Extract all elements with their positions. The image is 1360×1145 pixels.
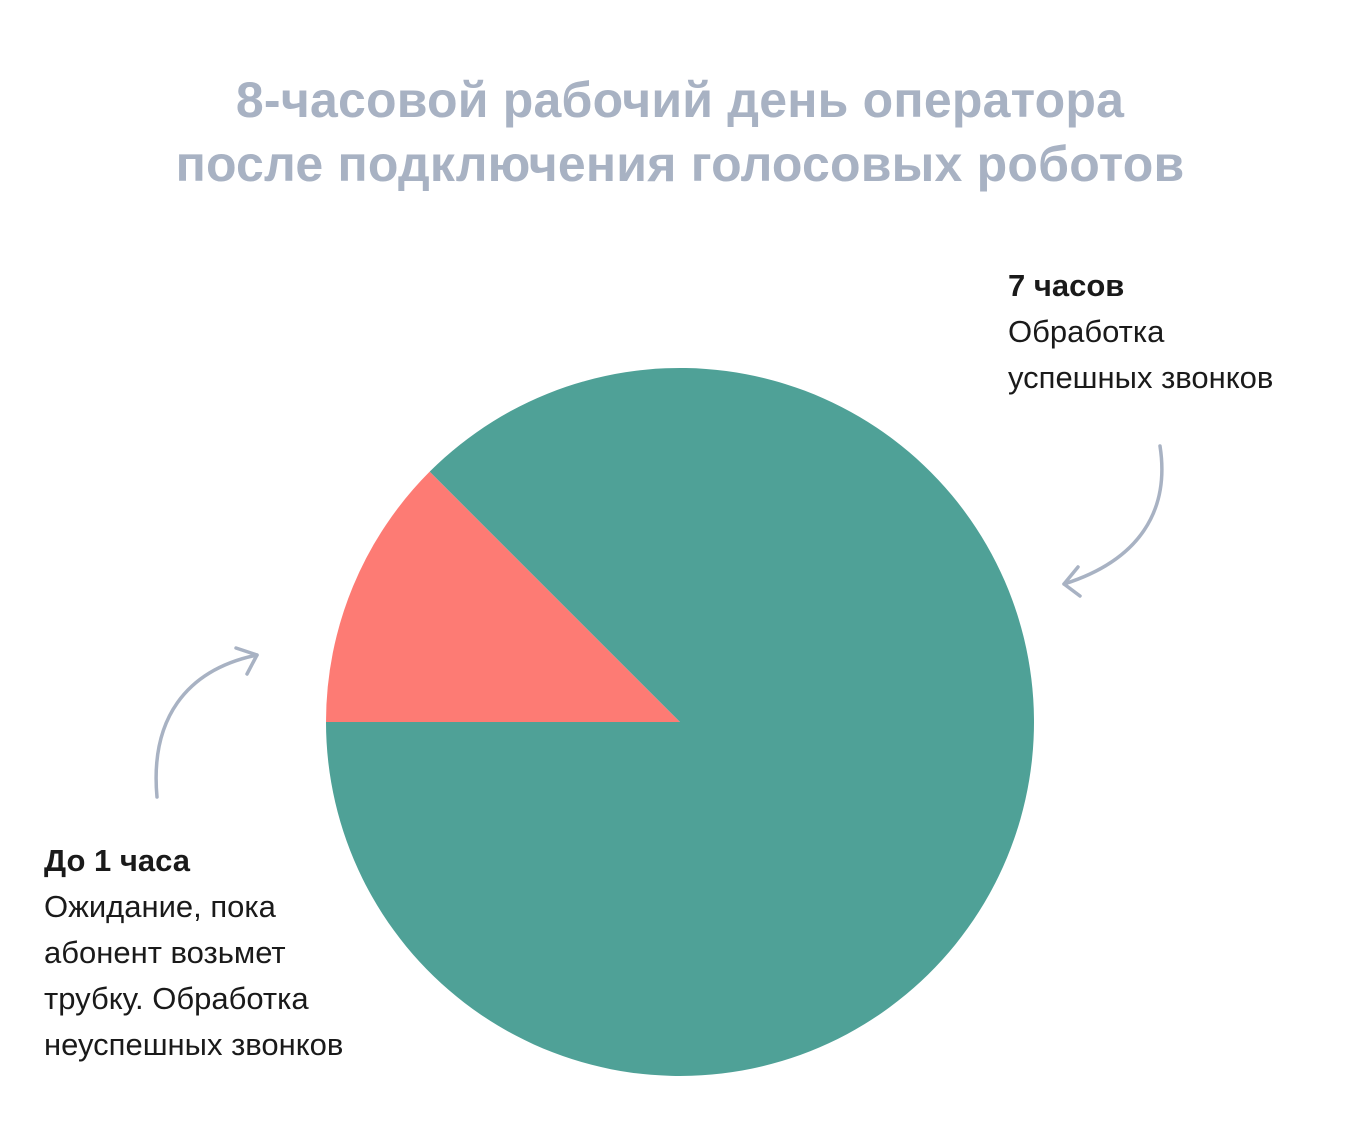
chart-title: 8-часовой рабочий день оператора после п… bbox=[0, 68, 1360, 196]
pie-slices bbox=[325, 367, 1035, 1076]
chart-title-line-1: 8-часовой рабочий день оператора bbox=[235, 72, 1125, 128]
arrow-right-head bbox=[1062, 565, 1082, 598]
arrow-right bbox=[1062, 444, 1164, 598]
annotation-success-line-1: Обработка bbox=[1008, 314, 1165, 349]
arrow-right-curve bbox=[1062, 444, 1164, 586]
arrow-left-curve bbox=[154, 653, 259, 799]
annotation-fail: До 1 часа Ожидание, пока абонент возьмет… bbox=[44, 838, 343, 1068]
annotation-success-line-2: успешных звонков bbox=[1008, 360, 1274, 395]
annotation-success-head: 7 часов bbox=[1008, 268, 1125, 303]
pie-slice-success bbox=[326, 367, 1035, 1076]
annotation-fail-line-4: неуспешных звонков bbox=[44, 1027, 344, 1062]
annotation-fail-head: До 1 часа bbox=[44, 843, 190, 878]
arrow-left-head bbox=[234, 646, 259, 676]
annotation-success: 7 часов Обработка успешных звонков bbox=[1008, 263, 1273, 401]
annotation-fail-line-1: Ожидание, пока bbox=[44, 889, 276, 924]
arrow-left bbox=[154, 646, 259, 799]
annotation-fail-line-3: трубку. Обработка bbox=[44, 981, 309, 1016]
annotation-fail-line-2: абонент возьмет bbox=[44, 935, 286, 970]
pie-slice-fail bbox=[325, 471, 680, 722]
chart-title-line-2: после подключения голосовых роботов bbox=[175, 136, 1185, 192]
